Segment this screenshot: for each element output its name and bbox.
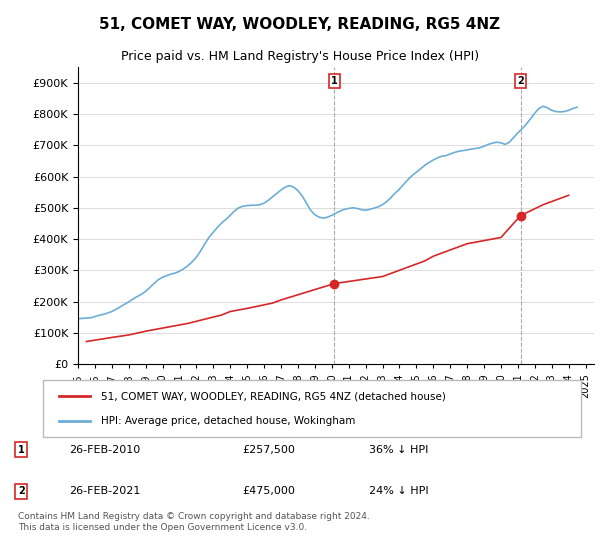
Text: 51, COMET WAY, WOODLEY, READING, RG5 4NZ (detached house): 51, COMET WAY, WOODLEY, READING, RG5 4NZ… — [101, 391, 446, 402]
Text: Price paid vs. HM Land Registry's House Price Index (HPI): Price paid vs. HM Land Registry's House … — [121, 50, 479, 63]
Text: 1: 1 — [18, 445, 25, 455]
Text: £257,500: £257,500 — [242, 445, 295, 455]
Text: 1: 1 — [331, 76, 338, 86]
Text: 26-FEB-2021: 26-FEB-2021 — [70, 487, 141, 496]
Text: Contains HM Land Registry data © Crown copyright and database right 2024.
This d: Contains HM Land Registry data © Crown c… — [18, 512, 370, 531]
Text: 26-FEB-2010: 26-FEB-2010 — [70, 445, 141, 455]
Text: 36% ↓ HPI: 36% ↓ HPI — [369, 445, 428, 455]
Text: 24% ↓ HPI: 24% ↓ HPI — [369, 487, 429, 496]
Text: HPI: Average price, detached house, Wokingham: HPI: Average price, detached house, Woki… — [101, 416, 355, 426]
Text: £475,000: £475,000 — [242, 487, 295, 496]
FancyBboxPatch shape — [43, 380, 581, 437]
Text: 51, COMET WAY, WOODLEY, READING, RG5 4NZ: 51, COMET WAY, WOODLEY, READING, RG5 4NZ — [100, 17, 500, 32]
Text: 2: 2 — [517, 76, 524, 86]
Text: 2: 2 — [18, 487, 25, 496]
